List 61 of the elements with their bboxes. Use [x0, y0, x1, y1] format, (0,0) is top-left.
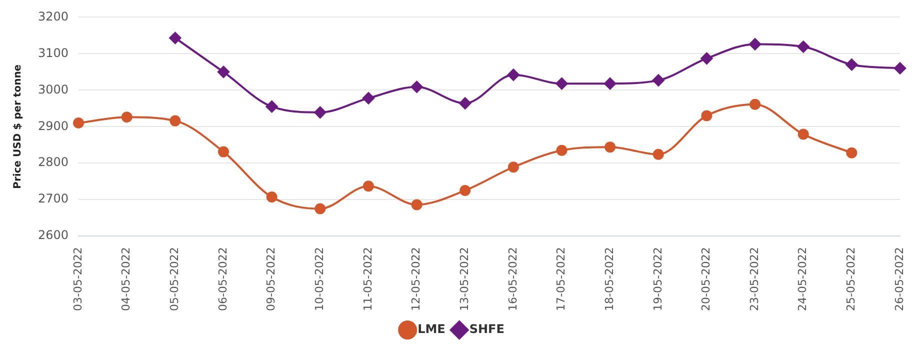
y-tick-label: 2600 — [38, 228, 69, 242]
point — [507, 68, 520, 81]
point — [410, 80, 423, 93]
point — [508, 162, 519, 173]
x-tick-label: 18-05-2022 — [602, 247, 616, 312]
y-tick-label: 3000 — [38, 82, 69, 96]
point — [121, 112, 132, 123]
point — [894, 62, 906, 74]
point — [218, 146, 230, 158]
point — [170, 115, 181, 126]
point — [556, 144, 568, 156]
point — [652, 74, 664, 86]
point — [411, 199, 422, 210]
point — [846, 147, 858, 158]
x-tick-label: 03-05-2022 — [71, 247, 84, 312]
point — [218, 66, 230, 78]
point — [556, 78, 568, 90]
point — [604, 142, 616, 153]
legend-label: SHFE — [469, 322, 504, 336]
point — [266, 100, 278, 113]
x-tick-label: 05-05-2022 — [168, 247, 182, 312]
x-tick-label: 11-05-2022 — [361, 247, 374, 312]
point — [652, 148, 664, 160]
point — [797, 40, 810, 53]
point — [362, 92, 374, 104]
x-tick-label: 19-05-2022 — [651, 247, 664, 312]
x-tick-label: 13-05-2022 — [458, 247, 471, 312]
point — [362, 180, 374, 192]
point — [749, 38, 762, 50]
y-tick-label: 2700 — [38, 192, 69, 206]
y-tick-label: 2800 — [38, 155, 69, 170]
point — [846, 58, 858, 71]
x-tick-label: 20-05-2022 — [700, 247, 713, 312]
x-tick-label: 23-05-2022 — [748, 247, 761, 312]
x-tick-label: 12-05-2022 — [410, 247, 423, 312]
point — [73, 117, 84, 128]
x-tick-label: 17-05-2022 — [554, 247, 568, 312]
y-tick-label: 3100 — [38, 46, 69, 60]
x-tick-label: 09-05-2022 — [264, 247, 278, 312]
point — [604, 78, 616, 90]
point — [700, 52, 713, 64]
point — [266, 192, 278, 203]
x-tick-label: 06-05-2022 — [216, 247, 230, 312]
x-tick-label: 24-05-2022 — [796, 247, 810, 312]
point — [798, 128, 809, 140]
point — [169, 32, 182, 44]
legend-label: LME — [418, 322, 446, 336]
point — [460, 184, 471, 196]
y-tick-label: 3200 — [38, 9, 69, 24]
x-tick-label: 26-05-2022 — [892, 247, 906, 312]
y-axis-title: Price USD $ per tonne — [12, 64, 24, 189]
point — [459, 97, 472, 110]
y-tick-label: 2900 — [38, 118, 69, 133]
point — [314, 106, 326, 118]
x-tick-label: 16-05-2022 — [506, 247, 520, 312]
point — [314, 203, 326, 214]
x-tick-label: 25-05-2022 — [844, 247, 858, 312]
point — [750, 98, 761, 110]
point — [701, 110, 712, 122]
x-tick-label: 10-05-2022 — [313, 247, 326, 312]
x-tick-label: 04-05-2022 — [120, 247, 133, 312]
